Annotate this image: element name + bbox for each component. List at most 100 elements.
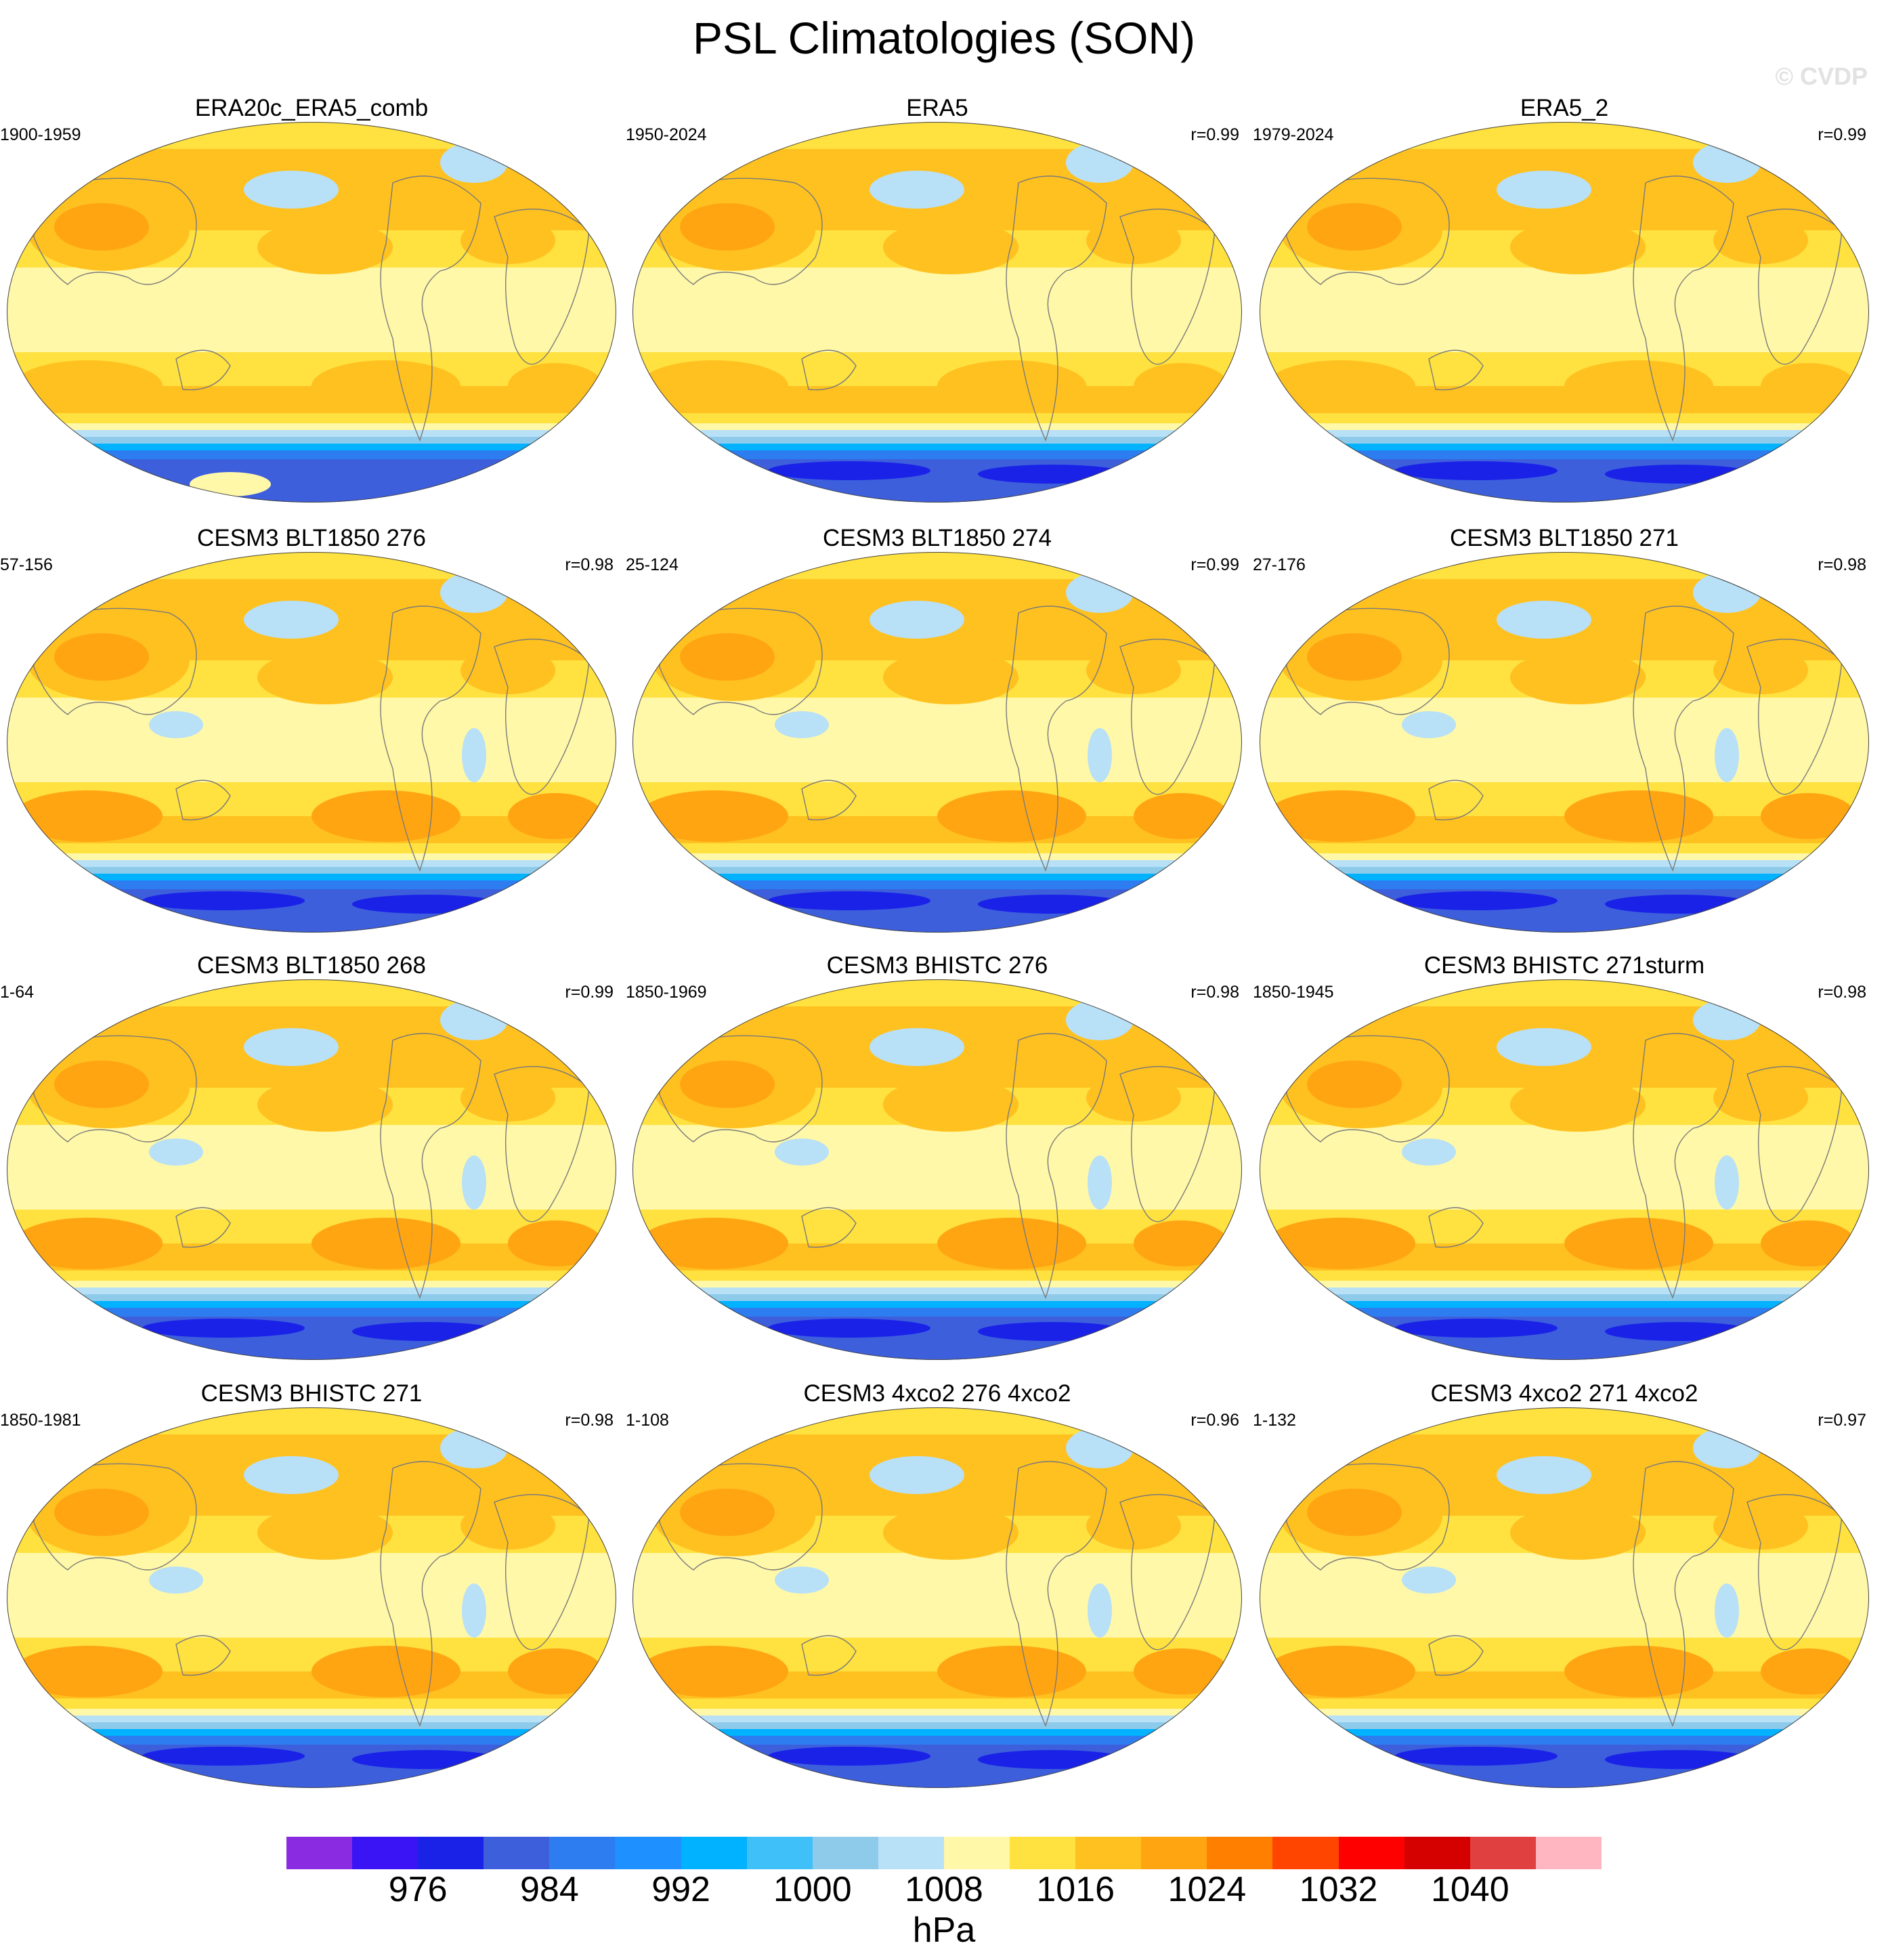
siberian-high-core: [1307, 1489, 1402, 1536]
antarctic-deep-low-1: [768, 1747, 930, 1766]
panel-years: 1-108: [626, 1411, 669, 1430]
amazon-low: [462, 1583, 486, 1638]
map-border: [1260, 979, 1869, 1360]
southern-ocean-band-1: [632, 1716, 1242, 1722]
panel-title: CESM3 4xco2 271 4xco2: [1430, 1380, 1698, 1407]
robinson-map: [632, 979, 1242, 1360]
sh-transition-band-2: [632, 423, 1242, 430]
south-pacific-high: [937, 360, 1086, 412]
south-pacific-high: [937, 1218, 1086, 1269]
south-pacific-high: [1564, 790, 1713, 842]
arctic-band: [632, 552, 1242, 579]
siberian-high-core: [1307, 203, 1402, 251]
southern-ocean-band-2: [632, 1722, 1242, 1729]
arctic-band: [632, 979, 1242, 1006]
arctic-band: [7, 122, 616, 149]
southern-ocean-band-2: [7, 1294, 616, 1301]
amazon-low: [1088, 728, 1112, 782]
south-pacific-high: [1564, 1218, 1713, 1269]
southern-ocean-band-4: [7, 1736, 616, 1745]
south-atlantic-high: [508, 793, 603, 839]
psl-field: [632, 1407, 1242, 1788]
panel-title: CESM3 BLT1850 271: [1450, 525, 1679, 551]
panel-correlation: r=0.97: [1818, 1411, 1866, 1430]
colorbar-tick-label: 984: [520, 1870, 579, 1909]
south-indian-high: [14, 1218, 163, 1269]
map-border: [1260, 552, 1869, 933]
panel-title: CESM3 BLT1850 268: [197, 952, 426, 979]
southern-ocean-band-3: [1260, 1301, 1869, 1308]
western-pacific-low: [775, 1138, 829, 1166]
sh-transition-band-2: [632, 1709, 1242, 1716]
azores-high: [460, 1074, 555, 1122]
coastlines: [1286, 175, 1843, 442]
north-pacific-high: [257, 1506, 393, 1560]
antarctic-trough-band: [1260, 1745, 1869, 1788]
western-pacific-low: [149, 711, 203, 738]
western-pacific-low: [149, 1567, 203, 1594]
south-indian-high: [1266, 360, 1415, 412]
southern-ocean-band-1: [1260, 430, 1869, 437]
antarctic-deep-low-1: [768, 891, 930, 910]
map-border: [632, 979, 1242, 1360]
south-indian-high: [1266, 790, 1415, 842]
southern-ocean-band-1: [1260, 860, 1869, 867]
siberian-high-core: [1307, 1061, 1402, 1108]
psl-field: [7, 1407, 616, 1788]
colorbar-swatch: [1469, 1837, 1536, 1869]
antarctic-deep-low-2: [978, 465, 1127, 484]
sh-transition-band: [7, 1271, 616, 1281]
north-pacific-high: [257, 1078, 393, 1132]
colorbar-tick-label: 1016: [1036, 1870, 1115, 1909]
antarctic-trough-band: [1260, 889, 1869, 933]
coastlines: [659, 1461, 1216, 1727]
southern-ocean-band-3: [632, 1301, 1242, 1308]
map-border: [632, 1407, 1242, 1788]
south-indian-high: [639, 360, 788, 412]
south-pacific-high: [312, 790, 460, 842]
sh-transition-band: [632, 1271, 1242, 1281]
sh-transition-band-2: [632, 853, 1242, 860]
western-pacific-low: [1402, 1138, 1456, 1166]
coastlines: [1286, 1033, 1843, 1299]
tropics-band: [632, 268, 1242, 352]
icelandic-low: [1066, 1000, 1134, 1040]
arctic-band: [7, 552, 616, 579]
southern-ocean-band-4: [632, 1308, 1242, 1317]
colorbar-tick-label: 1000: [773, 1870, 852, 1909]
southern-ocean-band-2: [1260, 1294, 1869, 1301]
western-pacific-low: [775, 711, 829, 738]
south-indian-high: [14, 1646, 163, 1697]
panel-title: ERA20c_ERA5_comb: [194, 95, 429, 121]
tropics-band: [1260, 1553, 1869, 1638]
sh-transition-band: [7, 843, 616, 853]
colorbar-swatch: [1141, 1837, 1207, 1869]
sh-transition-band: [7, 1699, 616, 1709]
siberian-high-core: [54, 1489, 149, 1536]
map-panel: CESM3 BLT1850 268 1-64 r=0.99: [0, 952, 623, 1379]
panel-title: CESM3 BHISTC 276: [826, 952, 1048, 979]
siberian-high-core: [680, 633, 775, 681]
south-pacific-high: [312, 1218, 460, 1269]
south-pacific-high: [937, 790, 1086, 842]
aleutian-low: [244, 1456, 339, 1494]
sh-transition-band-2: [632, 1281, 1242, 1287]
south-indian-high: [14, 360, 163, 412]
robinson-map: [7, 552, 616, 933]
colorbar-swatch: [1404, 1837, 1470, 1869]
southern-ocean-band-4: [7, 880, 616, 889]
azores-high: [1713, 647, 1808, 694]
amazon-low: [462, 1155, 486, 1210]
southern-ocean-band-1: [7, 430, 616, 437]
colorbar-swatch: [286, 1837, 353, 1869]
panel-years: 25-124: [626, 555, 679, 574]
colorbar-tick-label: 992: [651, 1870, 710, 1909]
north-pacific-high: [1510, 220, 1646, 274]
sh-transition-band-2: [1260, 853, 1869, 860]
southern-ocean-band-2: [632, 867, 1242, 874]
antarctic-deep-low-1: [142, 891, 305, 910]
western-pacific-low: [1402, 1567, 1456, 1594]
watermark: © CVDP: [1775, 62, 1868, 90]
map-panel: CESM3 BLT1850 276 57-156 r=0.98: [0, 525, 623, 952]
colorbar-swatch: [418, 1837, 484, 1869]
